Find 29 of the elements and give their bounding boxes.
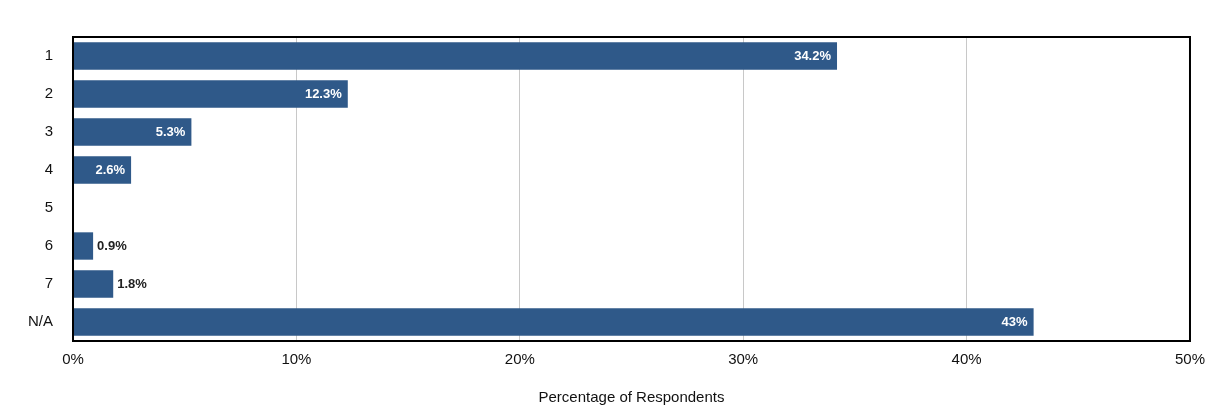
- y-tick-label: 2: [44, 84, 53, 102]
- y-tick-label: 6: [44, 236, 53, 254]
- data-label: 34.2%: [794, 47, 832, 63]
- data-label: 2.6%: [95, 161, 126, 177]
- x-tick-label: 40%: [951, 350, 982, 368]
- y-tick-label: 7: [44, 274, 53, 292]
- y-tick-label: 5: [44, 198, 53, 216]
- data-label: 43%: [1001, 313, 1029, 329]
- data-label: 1.8%: [117, 275, 148, 291]
- x-tick-label: 50%: [1174, 350, 1205, 368]
- bar: [73, 156, 132, 184]
- x-tick-label: 10%: [281, 350, 312, 368]
- data-label: 5.3%: [155, 123, 186, 139]
- bar: [73, 232, 94, 260]
- bar: [73, 80, 348, 108]
- data-label: 12.3%: [304, 85, 343, 101]
- bar: [73, 270, 114, 298]
- y-tick-label: N/A: [27, 312, 53, 330]
- y-tick-label: 1: [44, 46, 53, 64]
- bar: [73, 42, 838, 70]
- y-tick-label: 4: [44, 160, 53, 178]
- x-tick-label: 30%: [728, 350, 759, 368]
- data-label: 0.9%: [97, 237, 128, 253]
- x-tick-label: 0%: [62, 350, 84, 368]
- x-tick-label: 20%: [504, 350, 535, 368]
- x-axis-title: Percentage of Respondents: [538, 388, 725, 406]
- bar: [73, 308, 1034, 336]
- bar: [73, 118, 192, 146]
- y-tick-label: 3: [44, 122, 53, 140]
